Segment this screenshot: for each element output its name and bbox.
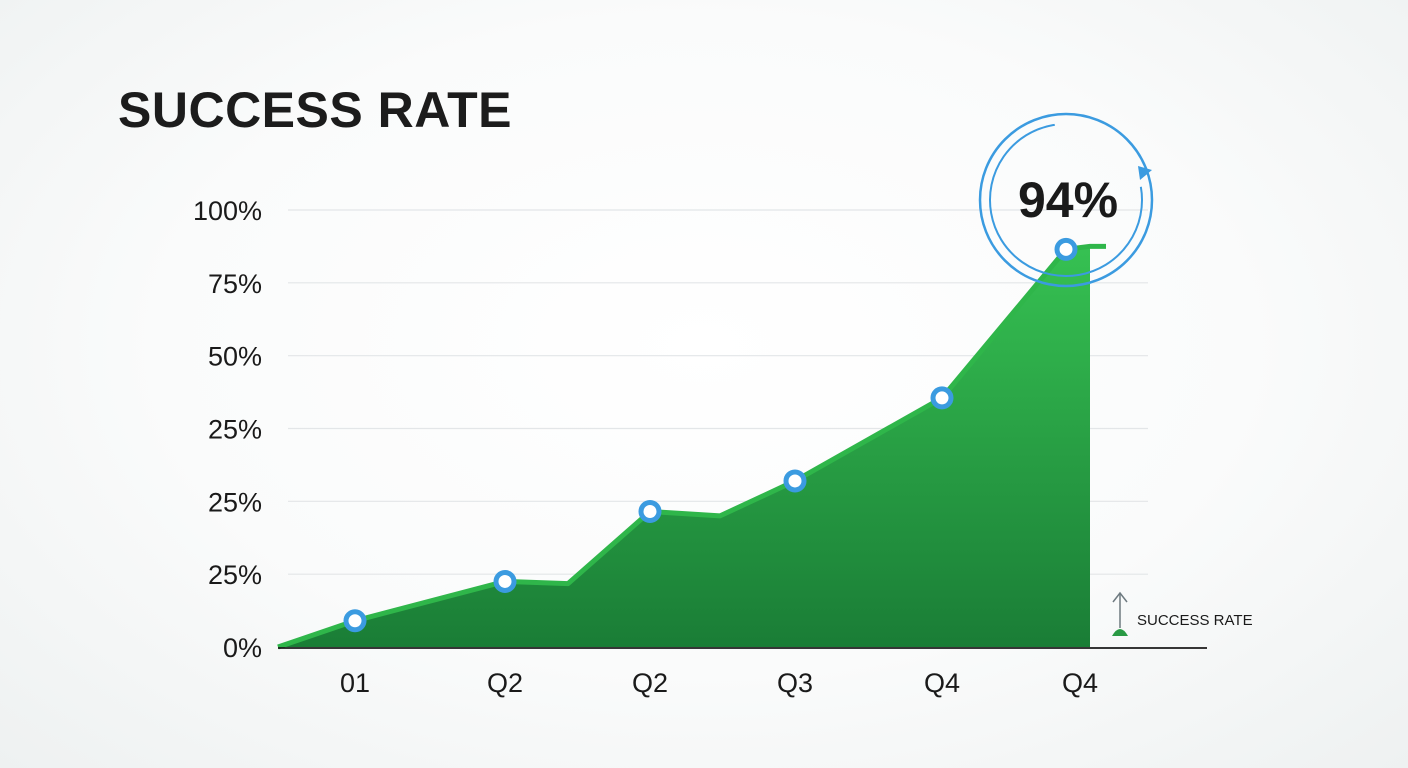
data-points [343, 237, 1078, 633]
x-axis-ticks: 01 Q2 Q2 Q3 Q4 Q4 [340, 668, 1098, 698]
data-point-marker [783, 469, 807, 493]
chart-title: SUCCESS RATE [118, 82, 513, 138]
y-tick-label: 25% [208, 560, 262, 590]
y-tick-label: 75% [208, 269, 262, 299]
data-point-marker [1054, 237, 1078, 261]
callout-arrow-icon [1138, 166, 1152, 180]
data-point-marker [493, 569, 517, 593]
y-tick-label: 25% [208, 487, 262, 517]
callout-ring-outer [978, 112, 1154, 288]
x-tick-label: Q4 [924, 668, 960, 698]
data-point-marker [638, 500, 662, 524]
y-tick-label: 50% [208, 342, 262, 372]
legend-label: SUCCESS RATE [1137, 612, 1253, 629]
area-fill [278, 246, 1090, 647]
y-tick-label: 25% [208, 415, 262, 445]
data-point-marker [930, 386, 954, 410]
arrow-up-icon [1112, 591, 1128, 636]
legend: SUCCESS RATE [1112, 591, 1253, 636]
x-tick-label: 01 [340, 668, 370, 698]
callout-value: 94% [1018, 172, 1118, 228]
x-tick-label: Q4 [1062, 668, 1098, 698]
x-tick-label: Q3 [777, 668, 813, 698]
y-tick-label: 0% [223, 633, 262, 663]
y-tick-label: 100% [193, 196, 262, 226]
y-axis-ticks: 0% 25% 25% 25% 50% 75% 100% [193, 196, 262, 663]
x-tick-label: Q2 [632, 668, 668, 698]
value-callout: 94% [978, 112, 1154, 288]
grid-lines [288, 209, 1148, 575]
x-tick-label: Q2 [487, 668, 523, 698]
data-point-marker [343, 609, 367, 633]
